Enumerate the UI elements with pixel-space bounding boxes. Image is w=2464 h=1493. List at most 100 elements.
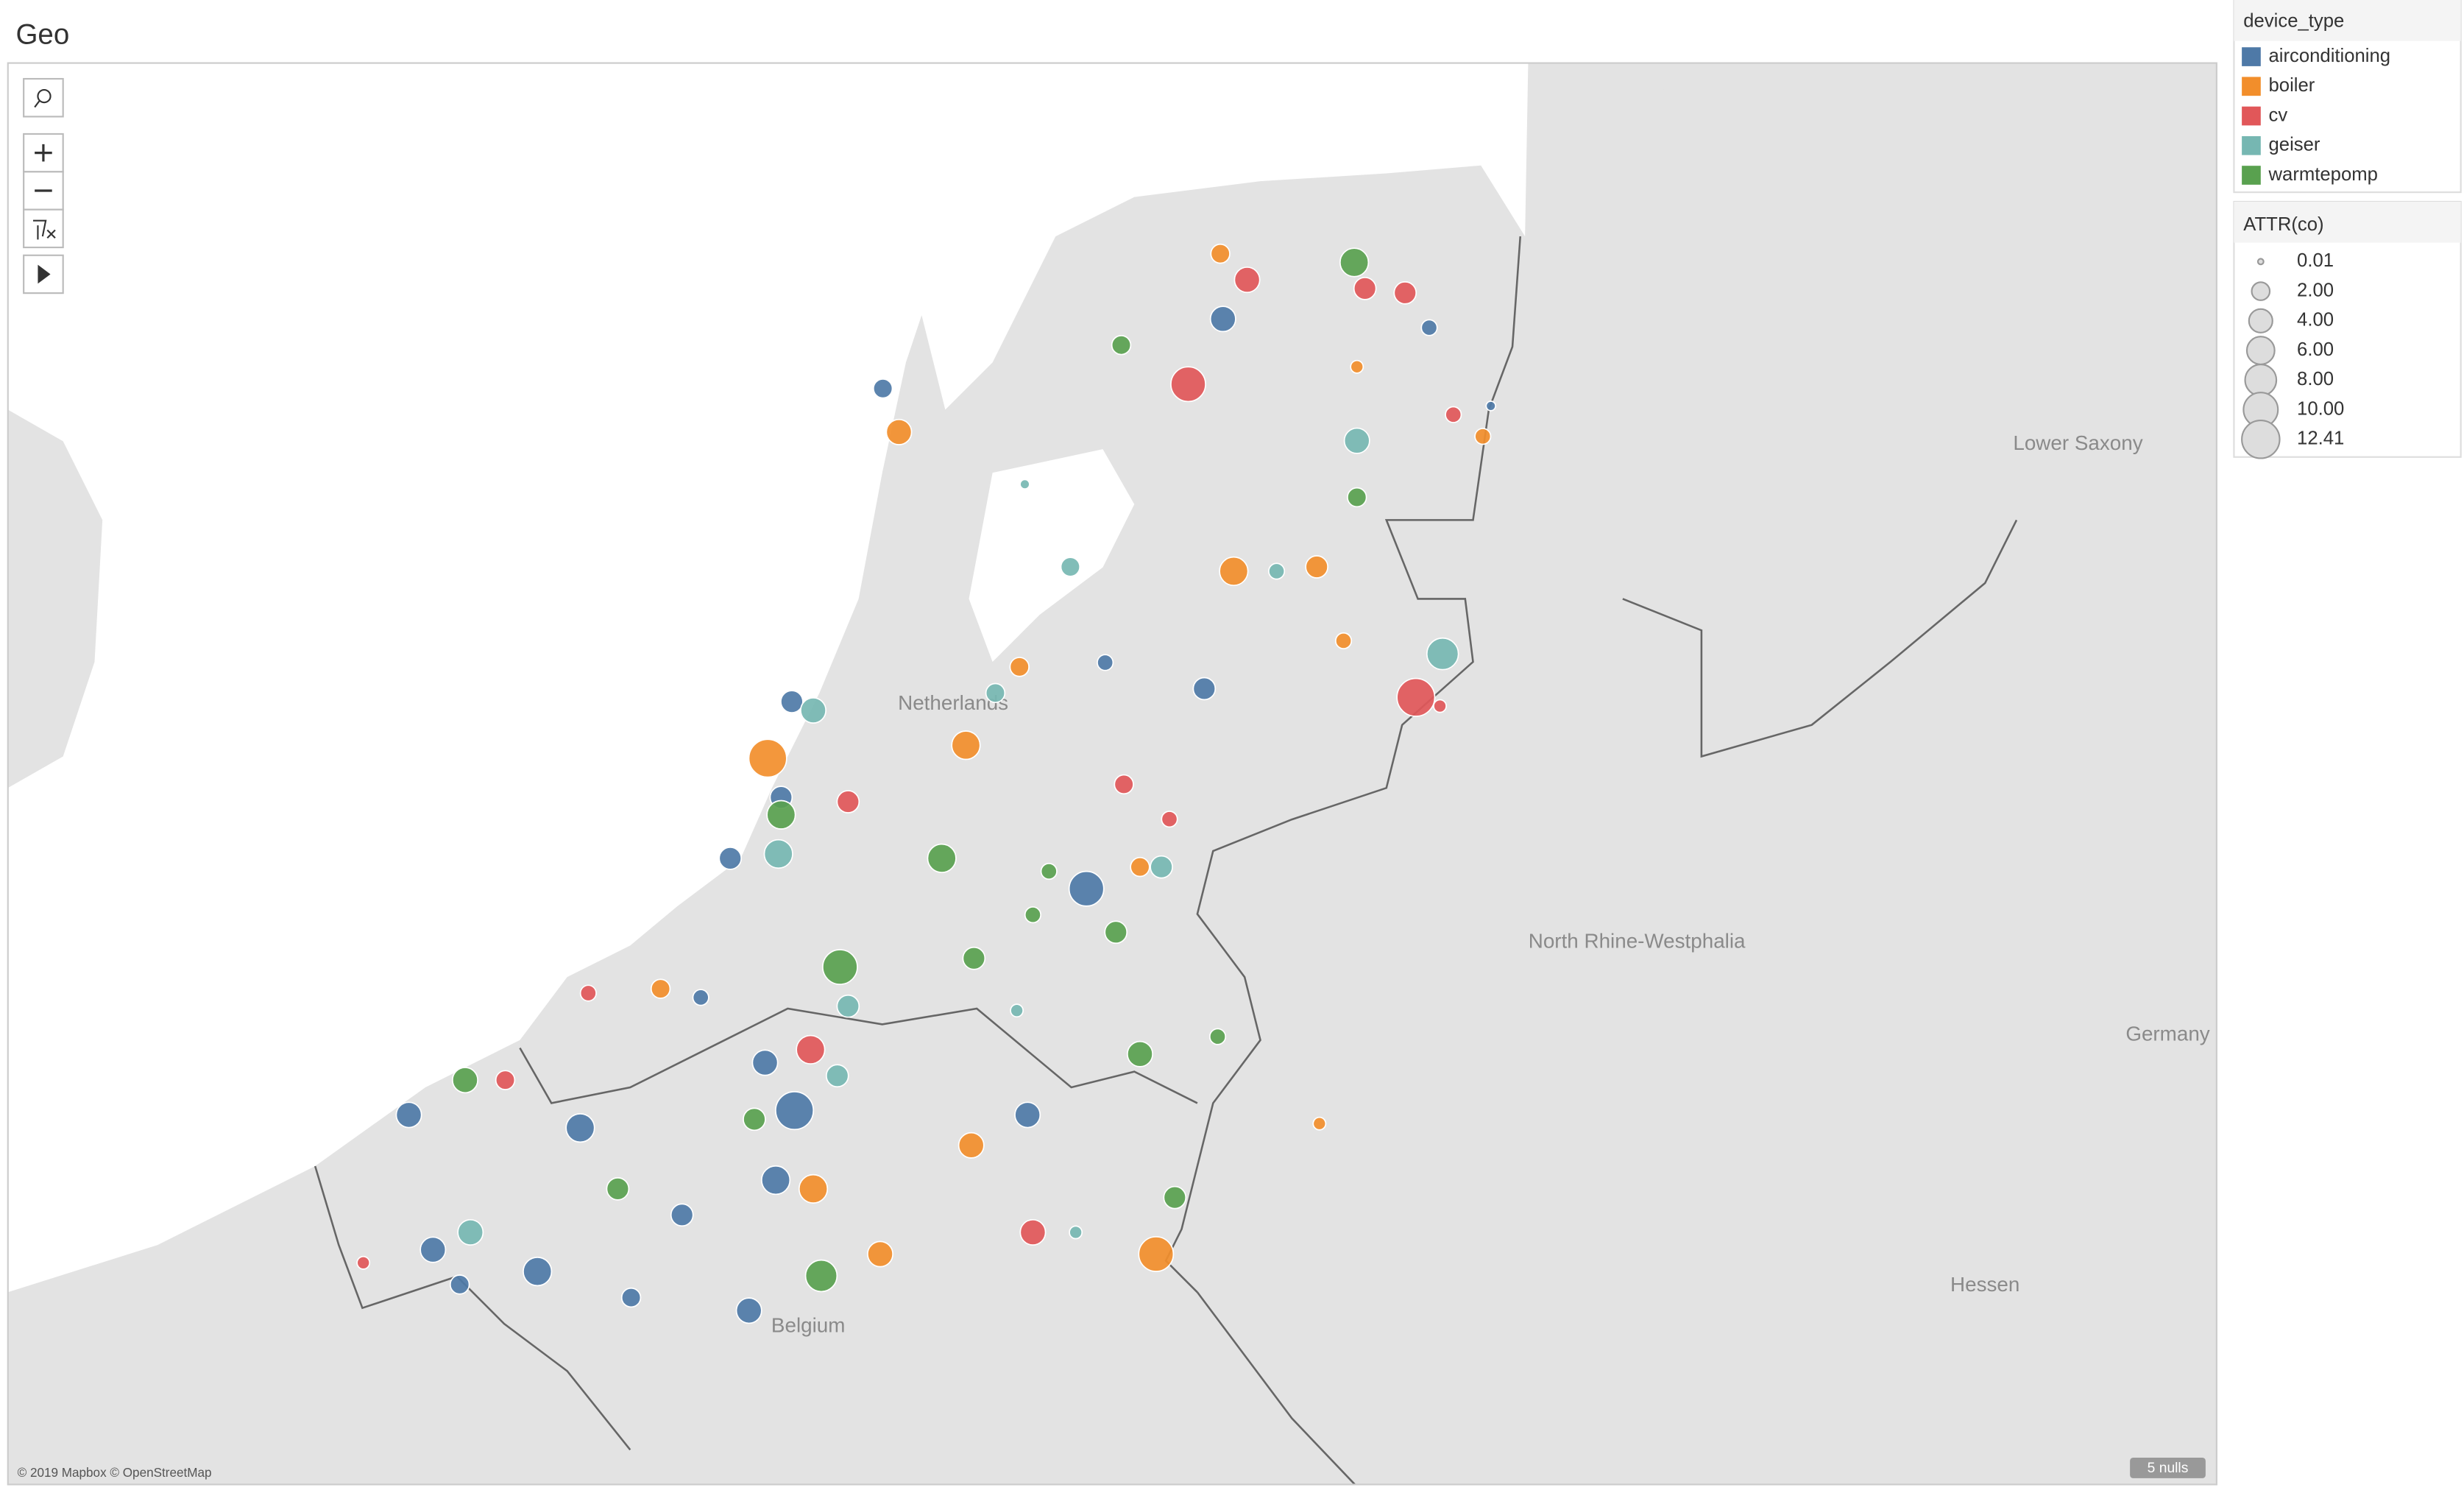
point — [718, 847, 743, 870]
point — [1219, 556, 1249, 587]
point — [1426, 637, 1459, 671]
point — [1393, 280, 1417, 305]
point — [751, 1049, 779, 1076]
zoom-in-button[interactable] — [23, 133, 64, 173]
search-button[interactable] — [23, 77, 64, 118]
point — [1396, 677, 1436, 717]
point — [1068, 870, 1105, 907]
size-legend: ATTR(co) 0.01 2.00 4.00 6.00 8.00 10.00 12.41 — [2233, 200, 2462, 459]
zoom-out-button[interactable] — [23, 171, 64, 211]
size-legend-label: 12.41 — [2297, 428, 2344, 449]
point — [1233, 267, 1261, 294]
point — [606, 1177, 630, 1201]
point — [1339, 247, 1370, 278]
land-north — [1575, 63, 2217, 221]
legend-swatch — [2242, 166, 2261, 185]
legend-title: ATTR(co) — [2243, 214, 2323, 235]
point — [1040, 863, 1058, 880]
legend-swatch — [2242, 47, 2261, 66]
point — [451, 1067, 478, 1094]
point — [951, 730, 981, 760]
map-frame — [7, 62, 2217, 1486]
reset-button[interactable] — [23, 208, 64, 249]
land-england — [7, 409, 103, 788]
point — [836, 790, 860, 813]
legend-label: geiser — [2269, 135, 2320, 155]
point — [1009, 657, 1030, 677]
point — [1097, 654, 1114, 671]
point — [985, 682, 1006, 704]
point — [1208, 1028, 1227, 1045]
nulls-label[interactable]: 5 nulls — [2148, 1461, 2189, 1476]
point — [822, 949, 858, 985]
ijsselmeer — [969, 449, 1135, 663]
nulls-badge[interactable] — [2130, 1458, 2206, 1478]
point — [579, 984, 597, 1002]
point — [748, 738, 787, 778]
point — [1350, 359, 1364, 374]
point — [825, 1064, 849, 1088]
point — [1420, 319, 1438, 336]
point — [692, 989, 709, 1006]
size-legend-label: 8.00 — [2297, 369, 2334, 389]
point — [1445, 406, 1462, 423]
point — [495, 1070, 516, 1090]
point — [1433, 699, 1447, 713]
size-legend-label: 4.00 — [2297, 310, 2334, 331]
attribution: © 2019 Mapbox © OpenStreetMap — [18, 1466, 212, 1480]
point — [1150, 855, 1173, 879]
point — [1312, 1116, 1327, 1131]
point — [1192, 677, 1217, 701]
point — [927, 843, 957, 873]
place-label: Lower Saxony — [2013, 431, 2142, 454]
legend-swatch — [2242, 77, 2261, 96]
point — [419, 1236, 447, 1263]
point — [1343, 427, 1370, 454]
point — [1010, 1003, 1024, 1018]
size-legend-mark — [2256, 258, 2265, 266]
point — [780, 690, 804, 713]
point — [457, 1218, 484, 1246]
color-legend: device_type airconditioning boiler cv geise… — [2233, 0, 2462, 194]
point — [1485, 400, 1496, 412]
point — [449, 1274, 470, 1295]
point — [836, 994, 860, 1018]
legend-label: airconditioning — [2269, 46, 2391, 66]
point — [763, 839, 793, 869]
sea — [7, 63, 1529, 1293]
size-legend-label: 6.00 — [2297, 339, 2334, 360]
point — [1347, 487, 1367, 508]
point — [1069, 1225, 1083, 1240]
point — [775, 1090, 815, 1131]
size-legend-label: 0.01 — [2297, 250, 2334, 271]
point — [1305, 555, 1328, 579]
point — [1209, 306, 1236, 333]
pan-button[interactable] — [23, 254, 64, 294]
point — [1014, 1101, 1041, 1129]
point — [1163, 1185, 1187, 1210]
point — [800, 696, 827, 724]
point — [796, 1034, 826, 1065]
point — [867, 1240, 893, 1268]
point — [885, 418, 913, 445]
point — [523, 1256, 553, 1287]
place-label: Belgium — [771, 1314, 845, 1337]
size-legend-mark — [2251, 281, 2271, 301]
point — [1138, 1236, 1175, 1272]
point — [1114, 774, 1134, 795]
point — [1334, 632, 1353, 650]
legend-swatch — [2242, 106, 2261, 126]
point — [1474, 428, 1492, 445]
size-legend-label: 2.00 — [2297, 280, 2334, 300]
point — [1104, 920, 1128, 945]
points — [356, 243, 1496, 1324]
legend-swatch — [2242, 135, 2261, 155]
point — [1019, 479, 1030, 490]
map-toolbar — [23, 77, 64, 294]
size-legend-mark — [2248, 308, 2273, 333]
size-legend-mark — [2241, 420, 2281, 459]
point — [957, 1132, 985, 1159]
point — [766, 800, 796, 830]
